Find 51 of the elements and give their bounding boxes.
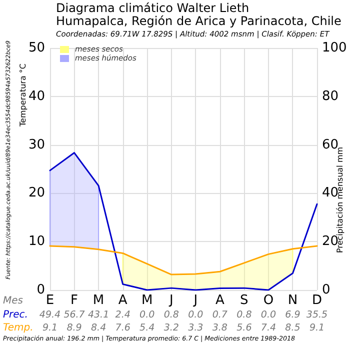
data-label: 0.0	[140, 310, 155, 320]
y-tick-label: 20	[28, 186, 45, 201]
data-label: 2.4	[115, 310, 130, 320]
y2-tick-label: 0	[322, 282, 330, 298]
y2-tick-label: 80	[322, 88, 339, 104]
x-tick-label: F	[70, 293, 78, 308]
data-label: 0.0	[260, 310, 276, 320]
data-label: 7.6	[115, 322, 130, 334]
data-label: 3.2	[164, 322, 179, 334]
data-label: 0.7	[212, 310, 228, 320]
data-label: 0.8	[236, 310, 252, 320]
x-tick-label: J	[168, 293, 174, 308]
x-tick-label: D	[312, 293, 322, 308]
data-label: 43.1	[88, 310, 110, 320]
x-tick-label: M	[92, 293, 104, 308]
x-tick-label: A	[118, 293, 128, 308]
text: Temp.	[3, 322, 34, 334]
data-label: 56.7	[64, 310, 85, 320]
text: Prec.	[3, 310, 28, 320]
data-label: 3.3	[188, 322, 204, 334]
x-tick-label: E	[46, 293, 54, 308]
x-tick-label: N	[288, 293, 298, 308]
data-label: 0.8	[164, 310, 179, 320]
data-label: 6.9	[285, 310, 300, 320]
y2-tick-label: 100	[322, 40, 347, 56]
data-label: 0.0	[188, 310, 204, 320]
y-tick-label: 50	[28, 40, 45, 56]
data-label: 9.1	[42, 322, 58, 334]
line-series	[49, 245, 318, 276]
x-axis-title: Mes	[3, 296, 23, 306]
y-tick-label: 30	[28, 137, 45, 152]
data-label: 7.4	[260, 322, 276, 334]
y-tick-label: 0	[36, 282, 45, 298]
chart-title: Diagrama climático Walter Lieth Humapalca, Región de Arica y Parinacota, Chile	[56, 1, 342, 28]
y-tick-label: 40	[28, 88, 45, 104]
x-tick-label: M	[141, 293, 153, 308]
x-tick-label: S	[240, 293, 248, 308]
data-label: 8.5	[285, 322, 300, 334]
data-label: 9.1	[309, 322, 325, 334]
x-tick-label: O	[263, 293, 274, 308]
data-label: 5.6	[236, 322, 252, 334]
x-tick-label: A	[215, 293, 224, 308]
data-label: 3.8	[212, 322, 228, 334]
data-label: 49.4	[39, 310, 61, 320]
y-axis-title: Temperatura °C	[18, 63, 28, 128]
data-label: 5.4	[140, 322, 155, 334]
x-tick-label: J	[192, 293, 198, 308]
y-tick-label: 10	[28, 234, 45, 250]
data-label: 8.9	[66, 322, 82, 334]
data-label: 35.5	[306, 310, 328, 320]
data-label: 8.4	[90, 322, 106, 334]
